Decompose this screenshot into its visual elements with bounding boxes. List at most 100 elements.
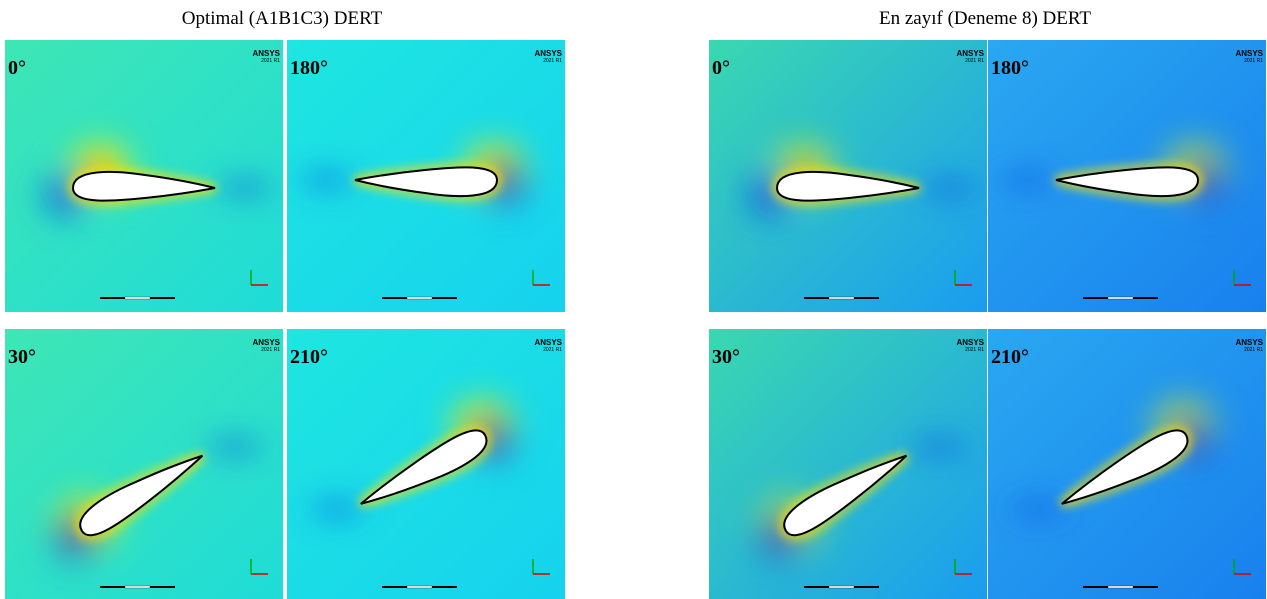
scale-seg: [382, 297, 407, 299]
scale-bar: [1083, 585, 1158, 589]
angle-label: 30°: [712, 346, 740, 368]
scale-seg: [150, 586, 175, 588]
flow-features: [297, 387, 528, 523]
wake-zone: [297, 495, 377, 523]
wake-zone: [195, 433, 275, 461]
scale-seg: [124, 296, 151, 300]
axis-triad: [954, 270, 972, 286]
axis-triad: [1233, 270, 1251, 286]
angle-label: 0°: [8, 57, 26, 79]
scale-seg: [828, 296, 855, 300]
scale-seg: [406, 585, 433, 589]
scale-seg: [1133, 297, 1158, 299]
scale-seg: [804, 297, 829, 299]
figure-title: Optimal (A1B1C3) DERT: [182, 8, 383, 29]
ansys-logo: ANSYS: [534, 338, 562, 347]
scale-seg: [124, 585, 151, 589]
angle-label: 180°: [290, 57, 328, 79]
wake-zone: [909, 174, 987, 202]
contour-field: [287, 329, 565, 599]
scale-seg: [1083, 297, 1108, 299]
ansys-version: 2021 R1: [261, 58, 280, 64]
scale-seg: [1083, 586, 1108, 588]
ansys-logo: ANSYS: [252, 49, 280, 58]
contour-field: [5, 329, 283, 599]
ansys-version: 2021 R1: [543, 58, 562, 64]
angle-label: 0°: [712, 57, 730, 79]
airfoil: [783, 454, 908, 537]
airfoil: [354, 166, 499, 198]
airfoil: [1061, 429, 1189, 505]
axis-triad: [532, 559, 550, 575]
airfoil: [79, 454, 204, 537]
angle-label: 210°: [991, 346, 1029, 368]
ansys-version: 2021 R1: [261, 347, 280, 353]
scale-seg: [432, 297, 457, 299]
angle-label: 30°: [8, 346, 36, 368]
airfoil: [360, 429, 488, 505]
scale-bar: [804, 296, 879, 300]
airfoil: [775, 170, 920, 202]
ansys-logo: ANSYS: [534, 49, 562, 58]
scale-seg: [432, 586, 457, 588]
scale-seg: [1133, 586, 1158, 588]
scale-seg: [854, 297, 879, 299]
airfoil: [1055, 166, 1200, 198]
contour-field: [287, 40, 565, 312]
ansys-logo: ANSYS: [1235, 338, 1263, 347]
ansys-version: 2021 R1: [1244, 347, 1263, 353]
contour-field: [988, 40, 1266, 312]
axis-triad: [250, 270, 268, 286]
scale-seg: [150, 297, 175, 299]
ansys-version: 2021 R1: [543, 347, 562, 353]
axis-triad: [532, 270, 550, 286]
scale-seg: [100, 297, 125, 299]
wake-zone: [287, 166, 367, 194]
wake-zone: [998, 495, 1078, 523]
scale-bar: [100, 296, 175, 300]
airfoil: [71, 170, 216, 202]
scale-bar: [382, 296, 457, 300]
axis-triad: [1233, 559, 1251, 575]
ansys-version: 2021 R1: [1244, 58, 1263, 64]
ansys-logo: ANSYS: [956, 338, 984, 347]
scale-bar: [382, 585, 457, 589]
scale-seg: [100, 586, 125, 588]
figure-title: En zayıf (Deneme 8) DERT: [879, 8, 1091, 29]
angle-label: 180°: [991, 57, 1029, 79]
contour-field: [709, 40, 987, 312]
scale-seg: [382, 586, 407, 588]
scale-seg: [828, 585, 855, 589]
ansys-logo: ANSYS: [252, 338, 280, 347]
wake-zone: [205, 174, 283, 202]
contour-field: [5, 40, 283, 312]
wake-zone: [988, 166, 1068, 194]
scale-seg: [1107, 296, 1134, 300]
axis-triad: [250, 559, 268, 575]
scale-bar: [804, 585, 879, 589]
scale-bar: [100, 585, 175, 589]
contour-field: [709, 329, 987, 599]
angle-label: 210°: [290, 346, 328, 368]
wake-zone: [899, 433, 979, 461]
ansys-logo: ANSYS: [1235, 49, 1263, 58]
ansys-logo: ANSYS: [956, 49, 984, 58]
contour-field: [988, 329, 1266, 599]
axis-triad: [954, 559, 972, 575]
ansys-version: 2021 R1: [965, 58, 984, 64]
scale-seg: [804, 586, 829, 588]
scale-seg: [854, 586, 879, 588]
ansys-version: 2021 R1: [965, 347, 984, 353]
scale-bar: [1083, 296, 1158, 300]
scale-seg: [1107, 585, 1134, 589]
scale-seg: [406, 296, 433, 300]
